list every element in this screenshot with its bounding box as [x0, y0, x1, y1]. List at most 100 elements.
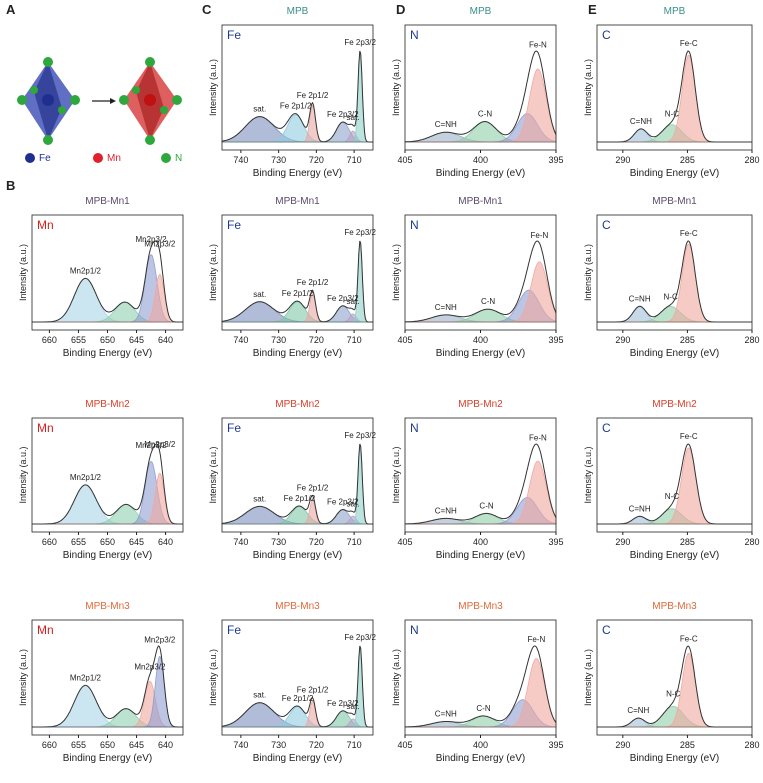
x-axis-label: Binding Energy (eV): [253, 550, 343, 561]
x-tick-label: 395: [548, 335, 563, 345]
legend-label: Mn: [107, 153, 121, 164]
y-axis-label: Intensity (a.u.): [391, 244, 401, 301]
panel-label: E: [588, 2, 597, 17]
chart-title: MPB-Mn3: [458, 601, 503, 612]
panel-label: D: [396, 2, 405, 17]
legend-dot: [25, 153, 35, 163]
n-atoms: [17, 57, 182, 145]
peak-label: C=NH: [435, 120, 457, 129]
legend-dot: [161, 153, 171, 163]
element-label: Fe: [227, 28, 241, 42]
chart-title: MPB: [470, 6, 492, 17]
peak-label: Fe 2p1/2: [297, 91, 329, 100]
x-tick-label: 290: [615, 740, 630, 750]
x-tick-label: 400: [473, 537, 488, 547]
peak-label: Mn2p3/2: [144, 240, 176, 249]
x-tick-label: 280: [744, 537, 759, 547]
peak-label: Mn2p3/2: [135, 441, 167, 450]
peak-label: Mn2p1/2: [70, 473, 102, 482]
x-tick-label: 740: [233, 155, 248, 165]
peak-label: Fe 2p3/2: [327, 699, 359, 708]
x-tick-label: 400: [473, 335, 488, 345]
plot-frame: [31, 214, 184, 331]
peak-label: Fe 2p1/2: [297, 686, 329, 695]
x-tick-label: 720: [309, 537, 324, 547]
x-tick-label: 655: [71, 335, 86, 345]
x-tick-label: 730: [271, 335, 286, 345]
envelope: [404, 50, 557, 143]
x-tick-label: 645: [129, 740, 144, 750]
x-tick-label: 395: [548, 155, 563, 165]
peak-label: sat.: [253, 691, 266, 700]
envelope: [221, 645, 373, 728]
mn-atom: [144, 94, 156, 106]
y-axis-label: Intensity (a.u.): [208, 446, 218, 503]
x-axis-label: Binding Energy (eV): [630, 753, 720, 764]
plot-frame: [221, 619, 374, 736]
plot-frame: [221, 417, 374, 533]
x-tick-label: 405: [397, 537, 412, 547]
peak-label: C=NH: [630, 117, 652, 126]
peak-label: Fe 2p3/2: [344, 228, 376, 237]
peak-label: N-C: [664, 293, 678, 302]
x-tick-label: 640: [158, 740, 173, 750]
x-tick-label: 730: [271, 537, 286, 547]
chart-title: MPB-Mn1: [275, 196, 320, 207]
peak-label: Fe-N: [527, 635, 545, 644]
plot-frame: [596, 619, 753, 736]
plot-frame: [404, 24, 557, 151]
panel-label: A: [6, 2, 16, 17]
envelope: [221, 240, 373, 323]
y-axis-label: Intensity (a.u.): [583, 649, 593, 706]
x-tick-label: 740: [233, 740, 248, 750]
chart-title: MPB-Mn1: [652, 196, 697, 207]
envelope: [32, 240, 183, 323]
peak-label: Mn2p1/2: [70, 266, 102, 275]
y-axis-label: Intensity (a.u.): [18, 244, 28, 301]
x-tick-label: 285: [680, 537, 695, 547]
peak-label: N-C: [665, 109, 679, 118]
chart-title: MPB: [287, 6, 309, 17]
element-label: C: [602, 421, 611, 435]
element-label: C: [602, 218, 611, 232]
x-axis-label: Binding Energy (eV): [63, 348, 153, 359]
peak-label: C-N: [476, 704, 490, 713]
peak-label: sat.: [347, 500, 360, 509]
panel-label: B: [6, 178, 15, 193]
envelope: [405, 645, 557, 728]
peak-label: Mn2p3/2: [135, 235, 167, 244]
x-tick-label: 710: [347, 537, 362, 547]
peak-label: C=NH: [435, 709, 457, 718]
x-tick-label: 655: [71, 740, 86, 750]
x-tick-label: 280: [744, 740, 759, 750]
peak-label: Fe-N: [530, 231, 548, 240]
arrow-head: [110, 98, 116, 104]
plot-frame: [31, 619, 184, 736]
x-tick-label: 280: [744, 335, 759, 345]
chart-title: MPB-Mn3: [275, 601, 320, 612]
peak-label: Fe 2p1/2: [282, 694, 314, 703]
x-axis-label: Binding Energy (eV): [436, 348, 526, 359]
element-label: Mn: [37, 421, 54, 435]
element-label: C: [602, 28, 611, 42]
peak-label: Mn2p3/2: [144, 440, 176, 449]
plot-frame: [596, 417, 753, 533]
envelope: [32, 443, 183, 525]
peak-label: Fe 2p1/2: [284, 494, 316, 503]
envelope: [405, 443, 557, 525]
peak-label: sat.: [253, 494, 266, 503]
x-tick-label: 405: [397, 740, 412, 750]
x-axis-label: Binding Energy (eV): [630, 348, 720, 359]
x-axis-label: Binding Energy (eV): [436, 753, 526, 764]
panel-label: C: [202, 2, 212, 17]
y-axis-label: Intensity (a.u.): [583, 244, 593, 301]
legend-label: Fe: [39, 153, 51, 164]
x-tick-label: 740: [233, 335, 248, 345]
peak-label: Fe 2p3/2: [327, 498, 359, 507]
element-label: N: [410, 218, 419, 232]
legend-label: N: [175, 153, 182, 164]
plot-frame: [404, 214, 557, 331]
x-tick-label: 710: [347, 740, 362, 750]
